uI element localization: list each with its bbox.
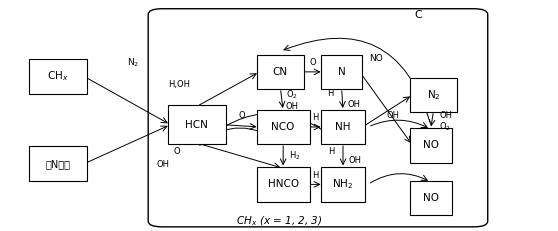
FancyBboxPatch shape — [321, 55, 363, 89]
Text: H,OH: H,OH — [167, 80, 190, 89]
Text: O: O — [309, 58, 316, 67]
Text: H: H — [328, 147, 335, 156]
FancyBboxPatch shape — [257, 167, 310, 202]
FancyBboxPatch shape — [410, 128, 451, 163]
Text: NH$_2$: NH$_2$ — [333, 177, 354, 191]
FancyBboxPatch shape — [321, 110, 365, 144]
Text: H: H — [312, 171, 319, 180]
Text: O$_2$: O$_2$ — [286, 88, 298, 101]
Text: CH$_x$: CH$_x$ — [47, 70, 69, 83]
FancyBboxPatch shape — [257, 55, 304, 89]
Text: NO: NO — [422, 193, 439, 203]
FancyBboxPatch shape — [28, 59, 87, 94]
FancyBboxPatch shape — [28, 146, 87, 181]
Text: 含N燃料: 含N燃料 — [45, 159, 70, 169]
Text: OH: OH — [286, 102, 299, 111]
Text: OH: OH — [387, 111, 400, 120]
Text: HCN: HCN — [185, 120, 208, 130]
Text: HNCO: HNCO — [268, 179, 299, 189]
FancyBboxPatch shape — [410, 181, 451, 215]
Text: NCO: NCO — [272, 122, 295, 132]
Text: H: H — [327, 89, 333, 98]
Text: OH: OH — [156, 160, 169, 169]
Text: C: C — [414, 10, 422, 20]
FancyBboxPatch shape — [167, 105, 226, 144]
FancyBboxPatch shape — [257, 110, 310, 144]
Text: O: O — [238, 111, 245, 120]
Text: OH: OH — [349, 156, 362, 165]
Text: N: N — [338, 67, 345, 77]
Text: N$_2$: N$_2$ — [427, 88, 440, 102]
Text: NO: NO — [422, 140, 439, 150]
Text: OH: OH — [439, 111, 452, 120]
Text: O$_2$: O$_2$ — [439, 121, 451, 133]
Text: O: O — [174, 147, 180, 156]
FancyBboxPatch shape — [410, 78, 457, 112]
Text: H$_2$: H$_2$ — [288, 149, 300, 162]
Text: CN: CN — [273, 67, 288, 77]
Text: CH$_x$ ($x$ = 1, 2, 3): CH$_x$ ($x$ = 1, 2, 3) — [235, 214, 323, 228]
Text: NH: NH — [335, 122, 351, 132]
Text: OH: OH — [347, 100, 360, 109]
Text: NO: NO — [369, 54, 383, 63]
FancyBboxPatch shape — [321, 167, 365, 202]
Text: H: H — [312, 113, 319, 122]
Text: N$_2$: N$_2$ — [127, 56, 139, 69]
